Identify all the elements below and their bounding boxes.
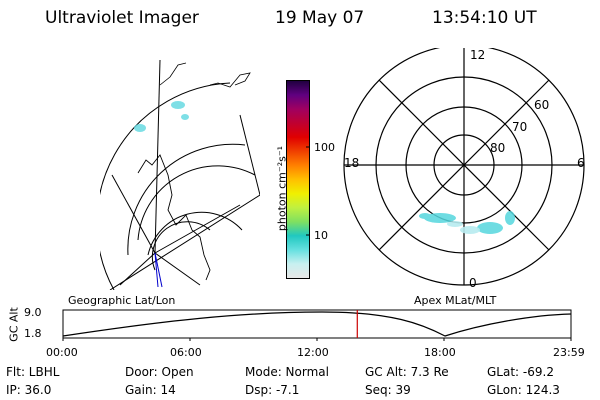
polar-plot-title: Apex MLat/MLT <box>414 294 497 307</box>
polar-label-0: 0 <box>469 276 477 290</box>
altitude-ylabel: GC Alt <box>7 307 21 342</box>
geo-plot-title: Geographic Lat/Lon <box>68 294 176 307</box>
altitude-ymax: 9.0 <box>24 306 42 319</box>
time-tick-2: 12:00 <box>297 346 329 359</box>
instrument-title: Ultraviolet Imager <box>45 8 199 28</box>
info-mode: Mode: Normal <box>245 365 329 379</box>
time-tick-4: 23:59 <box>553 346 585 359</box>
altitude-ymin: 1.8 <box>24 327 42 340</box>
polar-mlt-plot <box>343 48 585 286</box>
color-scale-bar <box>286 80 310 279</box>
polar-label-70: 70 <box>512 120 528 134</box>
date-label: 19 May 07 <box>275 8 365 28</box>
polar-label-60: 60 <box>534 98 550 112</box>
polar-label-6: 6 <box>577 156 585 170</box>
info-glat: GLat: -69.2 <box>487 365 554 379</box>
info-filter: Flt: LBHL <box>6 365 60 379</box>
colorbar-tick-10: 10 <box>314 229 328 242</box>
info-gc-alt: GC Alt: 7.3 Re <box>365 365 449 379</box>
info-door: Door: Open <box>125 365 194 379</box>
info-ip: IP: 36.0 <box>6 383 52 397</box>
colorbar-ticks <box>306 146 310 236</box>
time-tick-1: 06:00 <box>170 346 202 359</box>
polar-label-12: 12 <box>470 48 486 62</box>
info-gain: Gain: 14 <box>125 383 176 397</box>
colorbar-unit-label: photon cm⁻²s⁻¹ <box>275 145 289 232</box>
colorbar-tick-100: 100 <box>314 141 335 154</box>
time-tick-3: 18:00 <box>424 346 456 359</box>
info-seq: Seq: 39 <box>365 383 411 397</box>
color-scale-gradient <box>287 81 309 278</box>
altitude-plot <box>62 309 572 341</box>
geographic-map <box>100 59 260 290</box>
polar-label-18: 18 <box>344 156 360 170</box>
time-label: 13:54:10 UT <box>432 8 537 28</box>
polar-label-80: 80 <box>490 141 506 155</box>
info-dsp: Dsp: -7.1 <box>245 383 300 397</box>
info-glon: GLon: 124.3 <box>487 383 560 397</box>
time-tick-0: 00:00 <box>46 346 78 359</box>
